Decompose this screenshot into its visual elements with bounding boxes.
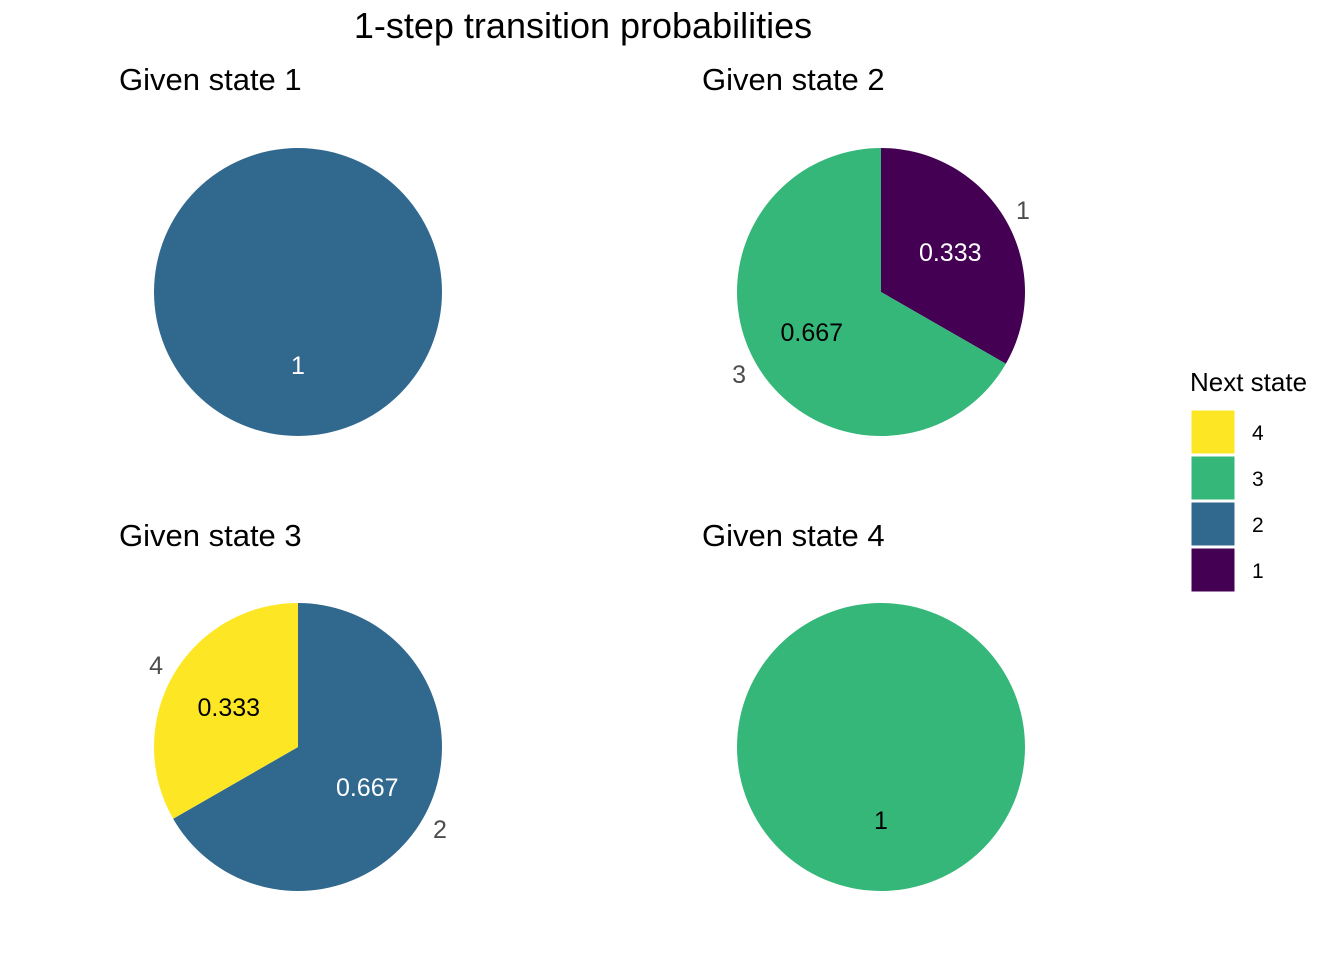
- slice-value-label: 1: [874, 807, 888, 835]
- slice-value-label: 0.333: [197, 694, 260, 722]
- legend-title: Next state: [1190, 367, 1307, 397]
- slice-category-label: 4: [149, 652, 163, 680]
- panel-title: Given state 3: [119, 518, 302, 553]
- legend-swatch-3: [1190, 455, 1236, 501]
- legend-label-2: 2: [1252, 514, 1264, 537]
- legend-swatch-1: [1190, 547, 1236, 593]
- legend-swatch-2: [1190, 501, 1236, 547]
- slice-category-label: 3: [732, 361, 746, 389]
- panel-title: Given state 2: [702, 62, 885, 97]
- pie-slice-state-2: [154, 148, 442, 436]
- pie-slice-state-1: [881, 148, 1025, 364]
- legend-label-4: 4: [1252, 422, 1264, 445]
- pie-panel-3: Given state 3 0.667 2 0.333 4: [119, 518, 447, 892]
- pie-panel-1: Given state 1 1: [119, 62, 442, 436]
- chart-title: 1-step transition probabilities: [354, 5, 812, 46]
- panel-title: Given state 1: [119, 62, 302, 97]
- pie-slice-state-4: [153, 603, 298, 819]
- legend-label-1: 1: [1252, 560, 1264, 583]
- legend-label-3: 3: [1252, 468, 1264, 491]
- legend: Next state 4 3 2 1: [1190, 367, 1307, 593]
- pie-slice-state-3: [737, 147, 1006, 436]
- slice-category-label: 2: [433, 816, 447, 844]
- pie-slice-state-2: [173, 603, 442, 892]
- slice-value-label: 0.667: [780, 319, 843, 347]
- pie-panel-2: Given state 2 0.333 1 0.667 3: [702, 62, 1030, 436]
- slice-value-label: 0.333: [919, 239, 982, 267]
- slice-category-label: 1: [1016, 197, 1030, 225]
- slice-value-label: 0.667: [336, 774, 399, 802]
- pie-panel-4: Given state 4 1: [702, 518, 1025, 891]
- panel-title: Given state 4: [702, 518, 885, 553]
- legend-swatch-4: [1190, 409, 1236, 455]
- slice-value-label: 1: [291, 352, 305, 380]
- pie-slice-state-3: [737, 603, 1025, 891]
